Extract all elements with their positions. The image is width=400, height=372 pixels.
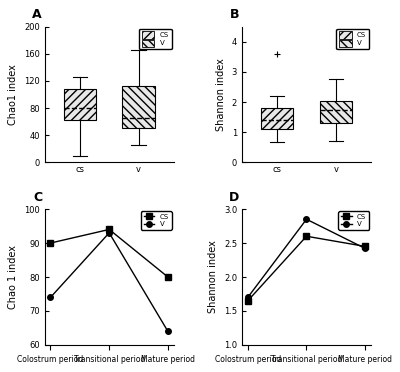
- V: [48, 295, 53, 299]
- CS: [107, 227, 112, 232]
- CS: [166, 275, 170, 279]
- V: [166, 329, 170, 334]
- Y-axis label: Chao1 index: Chao1 index: [8, 64, 18, 125]
- Legend: CS, V: CS, V: [336, 29, 369, 49]
- Text: B: B: [230, 8, 239, 21]
- Legend: CS, V: CS, V: [139, 29, 172, 49]
- Text: C: C: [33, 190, 42, 203]
- Bar: [320, 102, 352, 123]
- Line: V: V: [245, 217, 368, 300]
- Y-axis label: Chao 1 index: Chao 1 index: [8, 245, 18, 309]
- V: [245, 295, 250, 299]
- V: [304, 217, 309, 221]
- Legend: CS, V: CS, V: [338, 211, 369, 230]
- V: [107, 231, 112, 235]
- Y-axis label: Shannon index: Shannon index: [216, 58, 226, 131]
- CS: [363, 244, 368, 248]
- Bar: [122, 86, 155, 128]
- Line: V: V: [48, 230, 171, 334]
- Bar: [64, 89, 96, 120]
- CS: [304, 234, 309, 238]
- CS: [48, 241, 53, 245]
- Text: A: A: [32, 8, 42, 21]
- CS: [245, 299, 250, 303]
- Text: D: D: [229, 190, 239, 203]
- Line: CS: CS: [245, 234, 368, 304]
- Y-axis label: Shannon index: Shannon index: [208, 241, 218, 314]
- Bar: [261, 108, 293, 129]
- Line: CS: CS: [48, 227, 171, 280]
- Legend: CS, V: CS, V: [141, 211, 172, 230]
- V: [363, 246, 368, 251]
